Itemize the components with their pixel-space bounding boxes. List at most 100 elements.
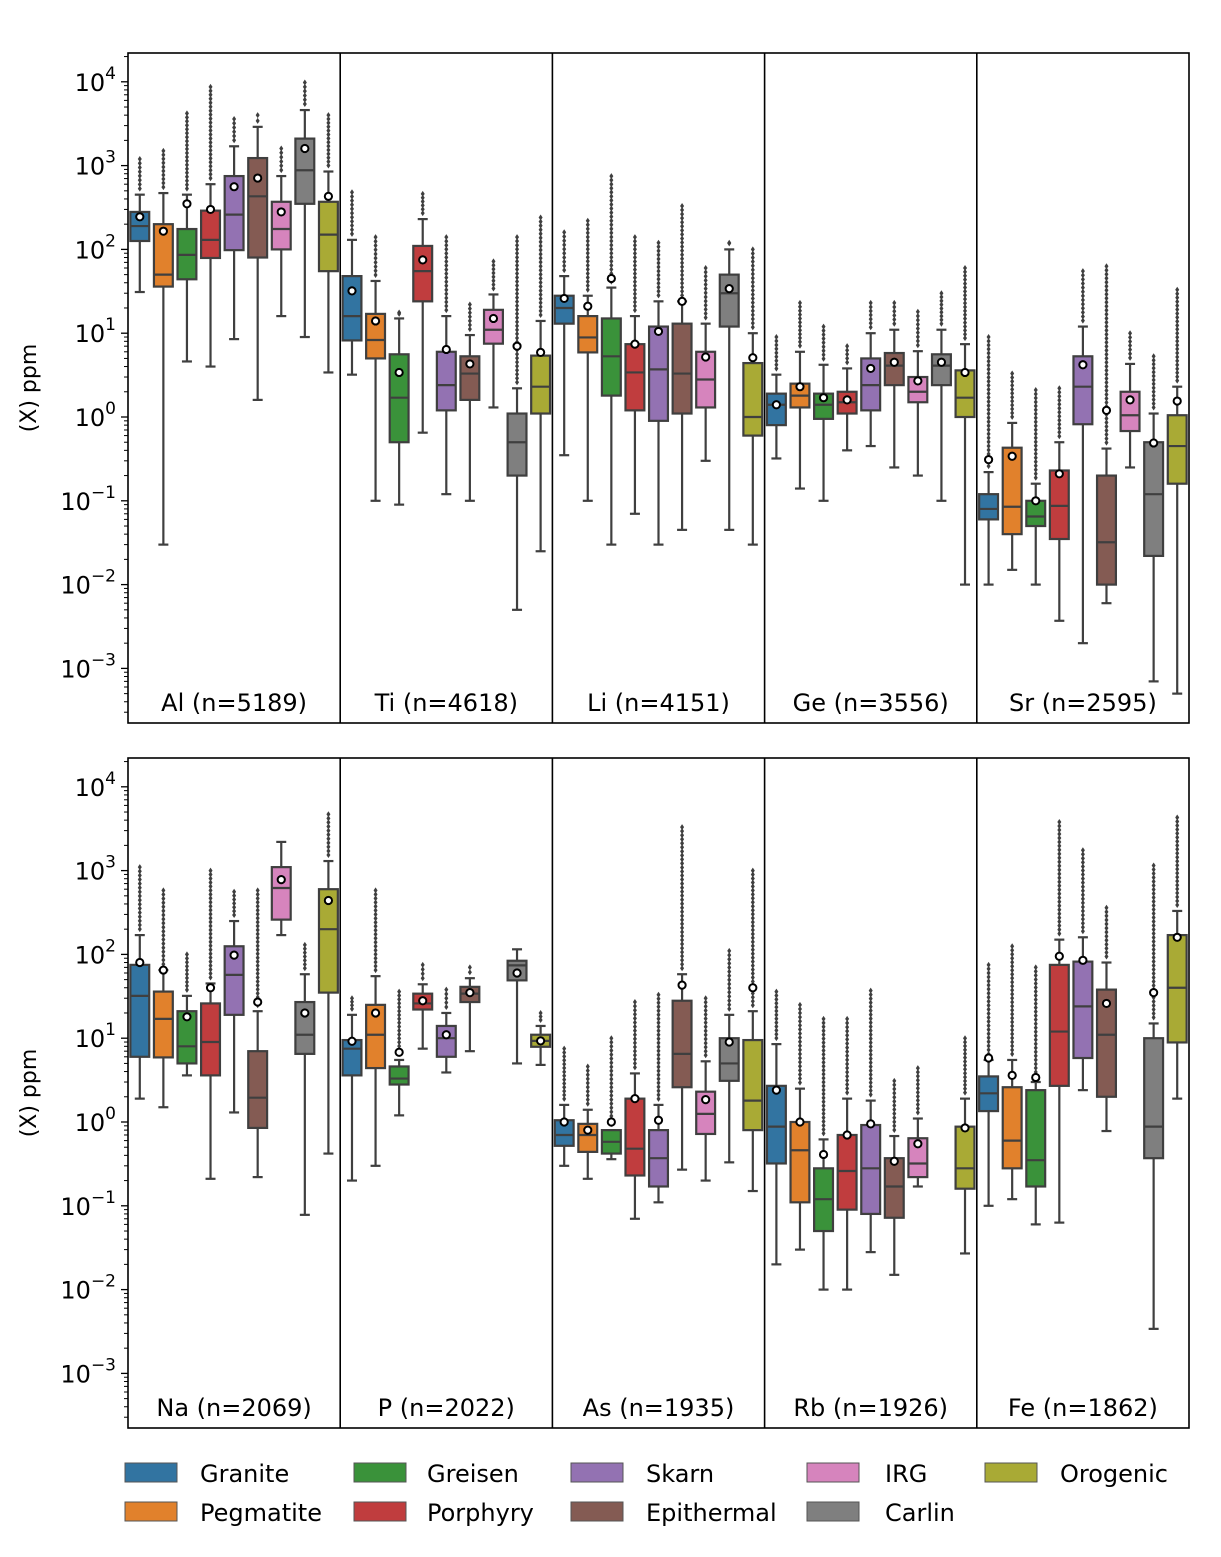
outlier-point — [750, 254, 755, 261]
outlier-point — [1033, 434, 1038, 441]
outlier-point — [585, 274, 590, 281]
outlier-point — [774, 1015, 779, 1022]
outlier-point — [1033, 394, 1038, 401]
box-epithermal — [247, 112, 269, 401]
outlier-point — [1104, 291, 1109, 298]
outlier-point — [208, 871, 213, 878]
box-iqr — [317, 888, 339, 994]
outlier-point — [538, 255, 543, 262]
mean-marker — [866, 363, 876, 374]
outlier-point — [1033, 442, 1038, 449]
outlier-point — [1151, 934, 1156, 941]
panel-label: As (n=1935) — [583, 1394, 735, 1422]
outlier-point — [986, 362, 991, 369]
outlier-point — [632, 238, 637, 245]
outlier-point — [868, 991, 873, 998]
outlier-point — [1151, 886, 1156, 893]
outlier-point — [821, 1098, 826, 1105]
outlier-point — [184, 122, 189, 129]
outlier-point — [373, 267, 378, 274]
outlier-point — [632, 1060, 637, 1067]
box-orogenic — [742, 867, 764, 1193]
outlier-point — [797, 1050, 802, 1057]
outlier-point — [986, 1042, 991, 1049]
outlier-point — [963, 1050, 968, 1057]
outlier-point — [868, 1031, 873, 1038]
box-iqr — [1143, 1037, 1165, 1160]
box-greisen — [388, 309, 410, 506]
mean-marker — [1078, 955, 1088, 965]
outlier-point — [821, 351, 826, 358]
outlier-point — [1033, 410, 1038, 417]
outlier-point — [680, 832, 685, 839]
outlier-point — [1080, 272, 1085, 279]
outlier-point — [538, 222, 543, 229]
outlier-point — [184, 173, 189, 180]
outlier-point — [632, 294, 637, 301]
outlier-point — [750, 899, 755, 906]
outlier-point — [585, 225, 590, 232]
outlier-point — [326, 147, 331, 154]
outlier-point — [326, 123, 331, 130]
outlier-point — [1175, 346, 1180, 353]
outlier-point — [609, 258, 614, 265]
outlier-point — [656, 259, 661, 266]
box-orogenic — [742, 246, 764, 546]
outlier-point — [727, 1005, 732, 1012]
outlier-point — [703, 1031, 708, 1038]
outlier-point — [632, 262, 637, 269]
outlier-point — [208, 950, 213, 957]
box-irg — [1119, 330, 1141, 469]
outlier-point — [609, 1039, 614, 1046]
outlier-point — [585, 1067, 590, 1074]
mean-marker — [559, 1117, 569, 1127]
mean-marker — [135, 212, 145, 222]
outlier-point — [680, 945, 685, 952]
outlier-point — [373, 246, 378, 253]
outlier-point — [1080, 903, 1085, 910]
outlier-point — [1151, 914, 1156, 921]
outlier-point — [1104, 363, 1109, 370]
outlier-point — [656, 1083, 661, 1090]
outlier-point — [845, 1032, 850, 1039]
box-pegmatite — [1001, 943, 1023, 1201]
outlier-point — [1057, 858, 1062, 865]
legend-label: Greisen — [427, 1460, 519, 1488]
outlier-point — [868, 995, 873, 1002]
outlier-point — [750, 307, 755, 314]
outlier-point — [562, 262, 567, 269]
outlier-point — [797, 1018, 802, 1025]
outlier-point — [184, 971, 189, 978]
outlier-point — [515, 250, 520, 257]
outlier-point — [397, 996, 402, 1003]
outlier-point — [1080, 313, 1085, 320]
outlier-point — [1175, 290, 1180, 297]
outlier-point — [208, 915, 213, 922]
outlier-point — [986, 998, 991, 1005]
outlier-point — [255, 962, 260, 969]
outlier-point — [774, 1031, 779, 1038]
outlier-point — [1175, 322, 1180, 329]
panel-ti: Ti (n=4618) — [341, 189, 552, 717]
outlier-point — [373, 955, 378, 962]
outlier-point — [750, 923, 755, 930]
outlier-point — [609, 1035, 614, 1042]
outlier-point — [632, 1003, 637, 1010]
outlier-point — [1128, 338, 1133, 345]
outlier-point — [703, 1019, 708, 1026]
outlier-point — [326, 827, 331, 834]
box-skarn — [435, 234, 457, 496]
outlier-point — [609, 1076, 614, 1083]
outlier-point — [1033, 980, 1038, 987]
outlier-point — [609, 233, 614, 240]
outlier-point — [774, 1019, 779, 1026]
outlier-point — [750, 879, 755, 886]
outlier-point — [1010, 1007, 1015, 1014]
outlier-point — [797, 1071, 802, 1078]
outlier-point — [609, 185, 614, 192]
outlier-point — [986, 978, 991, 985]
outlier-point — [868, 1059, 873, 1066]
outlier-point — [915, 329, 920, 336]
outlier-point — [1033, 418, 1038, 425]
outlier-point — [680, 924, 685, 931]
